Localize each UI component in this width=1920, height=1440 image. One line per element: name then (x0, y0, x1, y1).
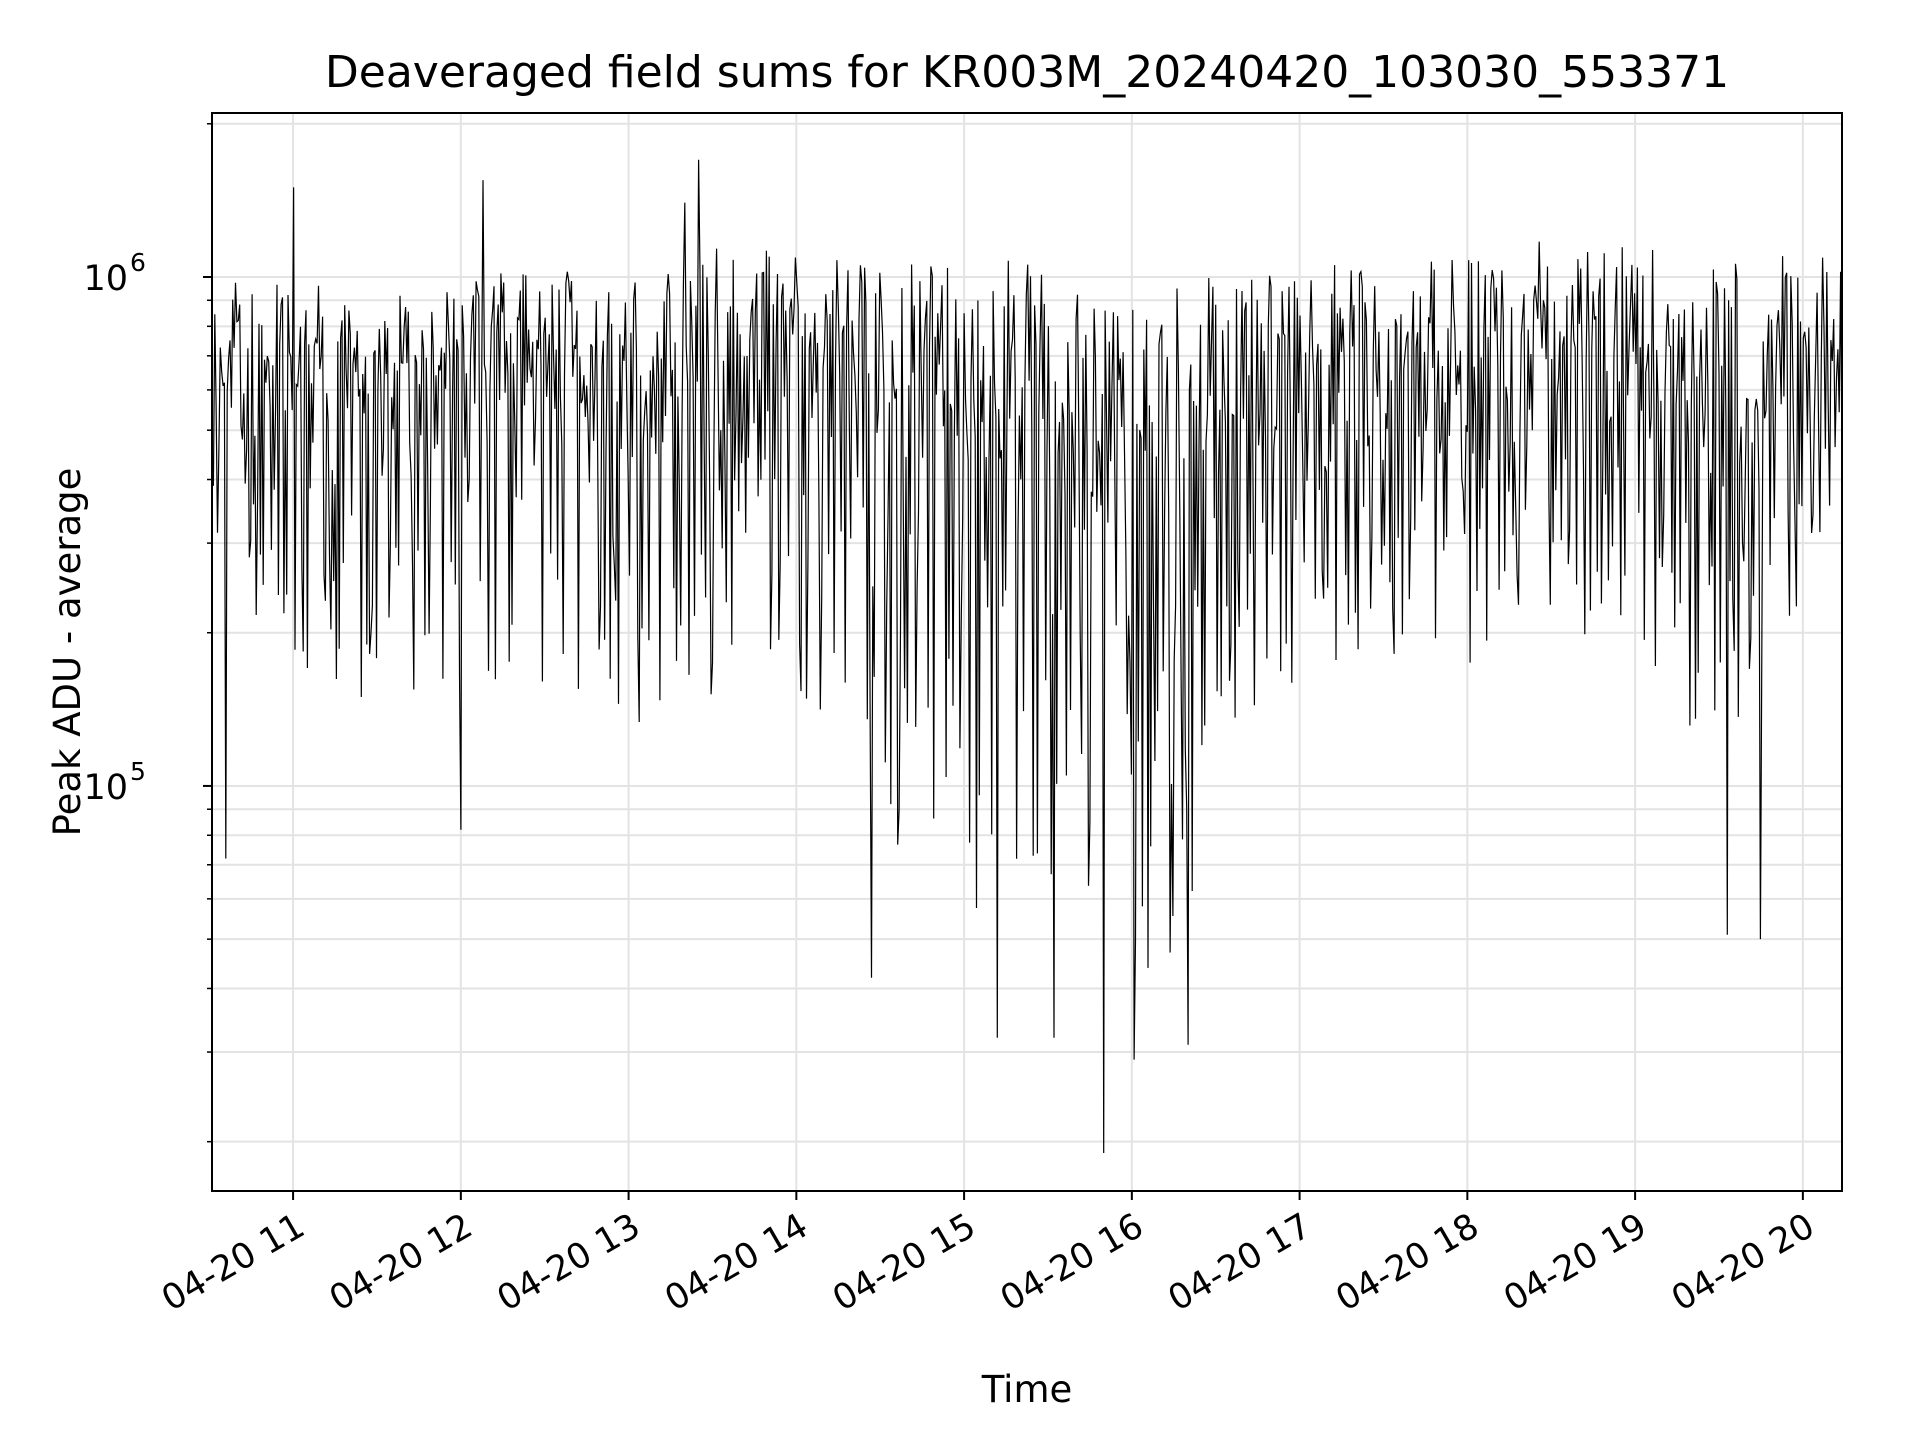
y-axis-label: Peak ADU - average (46, 468, 89, 837)
plot-frame (211, 112, 1843, 1192)
y-tick-label: 10 (83, 768, 128, 808)
y-tick-label: 10 (83, 259, 128, 299)
series-line (212, 159, 1842, 1154)
x-axis-label: Time (981, 1368, 1073, 1411)
series-path (212, 159, 1842, 1154)
chart-title: Deaveraged field sums for KR003M_2024042… (325, 47, 1729, 98)
y-tick-exponent: 5 (130, 757, 146, 786)
y-tick-exponent: 6 (130, 248, 146, 277)
grid (212, 113, 1842, 1191)
